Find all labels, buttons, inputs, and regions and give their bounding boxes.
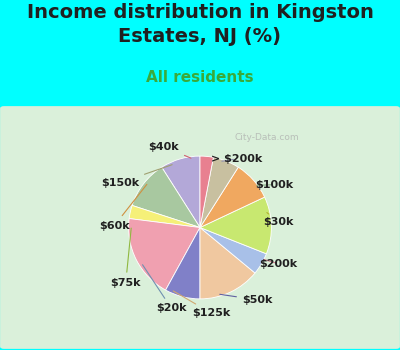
Wedge shape bbox=[200, 156, 213, 228]
Wedge shape bbox=[129, 218, 200, 290]
Wedge shape bbox=[162, 156, 200, 228]
Text: $40k: $40k bbox=[148, 142, 191, 158]
Wedge shape bbox=[132, 167, 200, 228]
Text: > $200k: > $200k bbox=[210, 154, 262, 164]
Wedge shape bbox=[200, 228, 266, 273]
Text: Income distribution in Kingston
Estates, NJ (%): Income distribution in Kingston Estates,… bbox=[26, 4, 374, 46]
FancyBboxPatch shape bbox=[0, 106, 400, 349]
Wedge shape bbox=[200, 167, 265, 228]
Wedge shape bbox=[200, 228, 255, 299]
Text: $60k: $60k bbox=[99, 184, 147, 231]
Text: $30k: $30k bbox=[263, 212, 293, 227]
Text: $20k: $20k bbox=[142, 265, 187, 313]
Text: $125k: $125k bbox=[173, 291, 230, 318]
Text: All residents: All residents bbox=[146, 70, 254, 85]
Text: $150k: $150k bbox=[101, 165, 172, 188]
Wedge shape bbox=[200, 197, 272, 254]
Wedge shape bbox=[129, 205, 200, 228]
Wedge shape bbox=[200, 158, 238, 228]
Text: $75k: $75k bbox=[110, 228, 141, 288]
Text: $100k: $100k bbox=[255, 180, 293, 190]
Text: City-Data.com: City-Data.com bbox=[234, 133, 299, 141]
Text: $200k: $200k bbox=[259, 259, 297, 269]
Wedge shape bbox=[166, 228, 200, 299]
Text: $50k: $50k bbox=[220, 294, 272, 305]
